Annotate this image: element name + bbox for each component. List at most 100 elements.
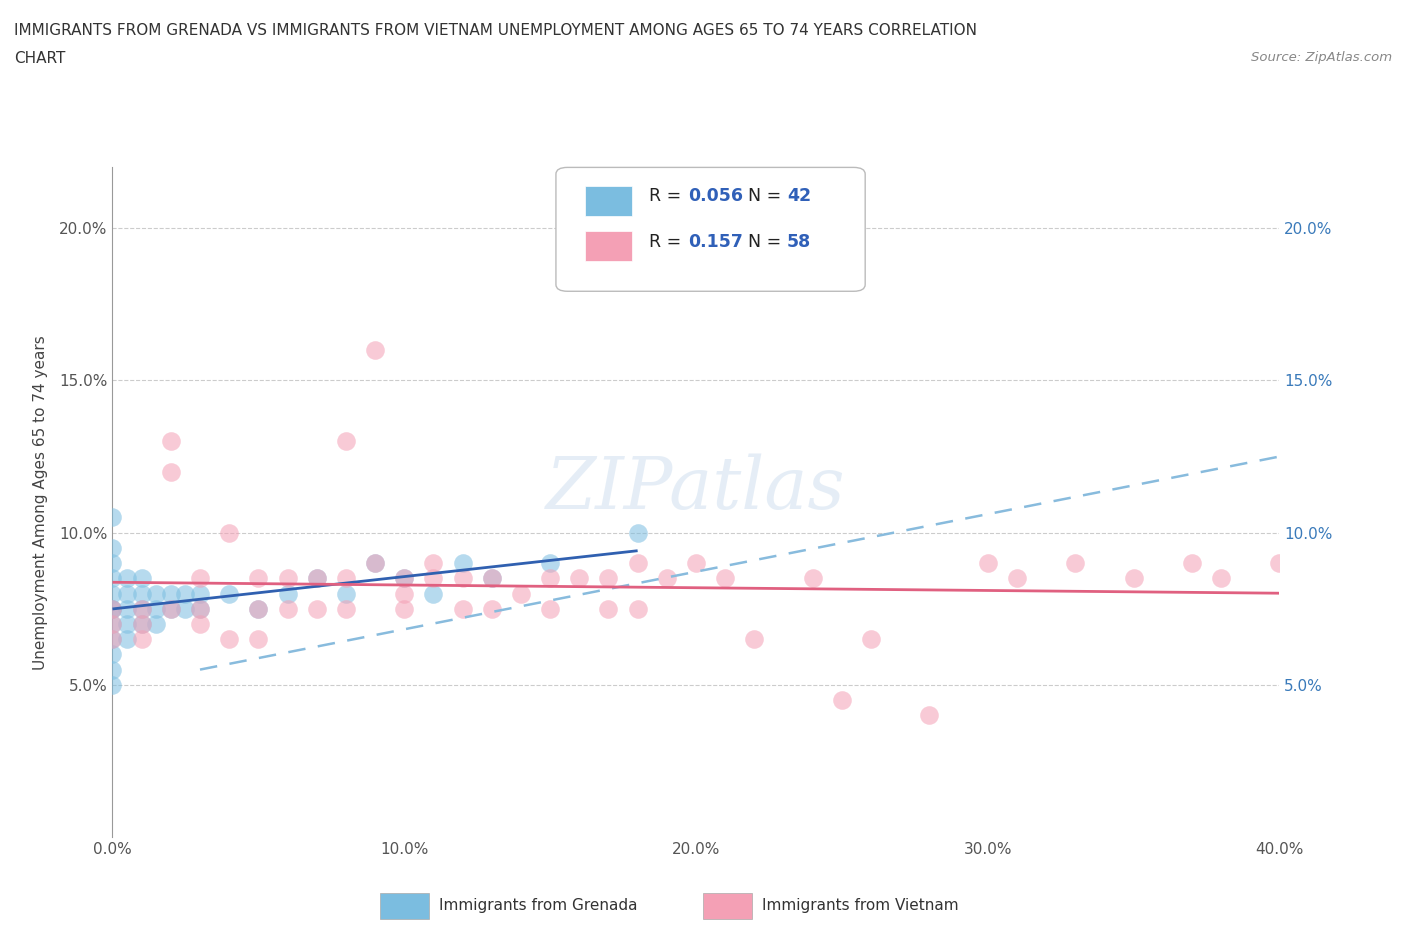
Point [188, 586, 211, 601]
Point [451, 602, 474, 617]
Point [335, 586, 357, 601]
Point [481, 571, 503, 586]
Point [1064, 555, 1087, 570]
Point [131, 602, 153, 617]
Point [392, 571, 416, 586]
Point [218, 525, 240, 540]
Point [422, 555, 444, 570]
Point [101, 617, 124, 631]
Text: Source: ZipAtlas.com: Source: ZipAtlas.com [1251, 51, 1392, 64]
Text: N =: N = [748, 187, 787, 205]
Point [101, 602, 124, 617]
Point [188, 571, 211, 586]
Point [1181, 555, 1204, 570]
Point [276, 586, 298, 601]
Point [131, 586, 153, 601]
Point [131, 571, 153, 586]
Point [160, 434, 183, 449]
Point [364, 555, 387, 570]
Point [247, 602, 270, 617]
Point [188, 602, 211, 617]
Point [101, 571, 124, 586]
Point [801, 571, 824, 586]
Point [101, 510, 124, 525]
Y-axis label: Unemployment Among Ages 65 to 74 years: Unemployment Among Ages 65 to 74 years [34, 335, 48, 670]
Text: 58: 58 [787, 233, 811, 251]
Point [101, 617, 124, 631]
FancyBboxPatch shape [555, 167, 865, 291]
Point [422, 586, 444, 601]
Point [742, 631, 765, 646]
Point [115, 571, 138, 586]
Point [626, 555, 648, 570]
Point [276, 602, 298, 617]
Point [714, 571, 737, 586]
Text: R =: R = [650, 233, 693, 251]
Point [451, 555, 474, 570]
FancyBboxPatch shape [585, 231, 631, 261]
Point [131, 617, 153, 631]
Point [131, 617, 153, 631]
Point [115, 602, 138, 617]
FancyBboxPatch shape [585, 186, 631, 217]
Point [101, 631, 124, 646]
Text: R =: R = [650, 187, 688, 205]
Point [145, 602, 167, 617]
Point [160, 464, 183, 479]
Point [509, 586, 531, 601]
Point [145, 617, 167, 631]
Text: N =: N = [748, 233, 787, 251]
Point [160, 602, 183, 617]
Point [101, 586, 124, 601]
Point [598, 571, 620, 586]
Text: 0.056: 0.056 [688, 187, 742, 205]
Point [218, 631, 240, 646]
Point [101, 677, 124, 692]
Point [131, 602, 153, 617]
Point [115, 586, 138, 601]
Point [145, 586, 167, 601]
Point [364, 555, 387, 570]
Point [481, 571, 503, 586]
Point [101, 540, 124, 555]
Point [335, 434, 357, 449]
Point [160, 586, 183, 601]
Point [918, 708, 941, 723]
Point [247, 631, 270, 646]
Point [160, 602, 183, 617]
Text: ZIPatlas: ZIPatlas [546, 454, 846, 525]
Point [481, 602, 503, 617]
Point [831, 693, 853, 708]
Point [276, 571, 298, 586]
Point [101, 602, 124, 617]
Point [335, 571, 357, 586]
Point [101, 662, 124, 677]
Text: IMMIGRANTS FROM GRENADA VS IMMIGRANTS FROM VIETNAM UNEMPLOYMENT AMONG AGES 65 TO: IMMIGRANTS FROM GRENADA VS IMMIGRANTS FR… [14, 23, 977, 38]
Point [174, 602, 197, 617]
Point [976, 555, 998, 570]
Point [101, 602, 124, 617]
Text: 0.157: 0.157 [688, 233, 742, 251]
Point [247, 602, 270, 617]
Point [538, 571, 561, 586]
Point [115, 617, 138, 631]
Point [655, 571, 678, 586]
Point [1268, 555, 1291, 570]
Point [101, 631, 124, 646]
Point [451, 571, 474, 586]
Point [305, 571, 328, 586]
Point [626, 602, 648, 617]
Point [538, 555, 561, 570]
Point [218, 586, 240, 601]
Point [1005, 571, 1028, 586]
Point [1122, 571, 1144, 586]
Point [305, 602, 328, 617]
Point [859, 631, 883, 646]
Point [685, 555, 707, 570]
Point [392, 571, 416, 586]
Point [174, 586, 197, 601]
Point [626, 525, 648, 540]
Point [101, 555, 124, 570]
Point [392, 602, 416, 617]
Text: 42: 42 [787, 187, 811, 205]
